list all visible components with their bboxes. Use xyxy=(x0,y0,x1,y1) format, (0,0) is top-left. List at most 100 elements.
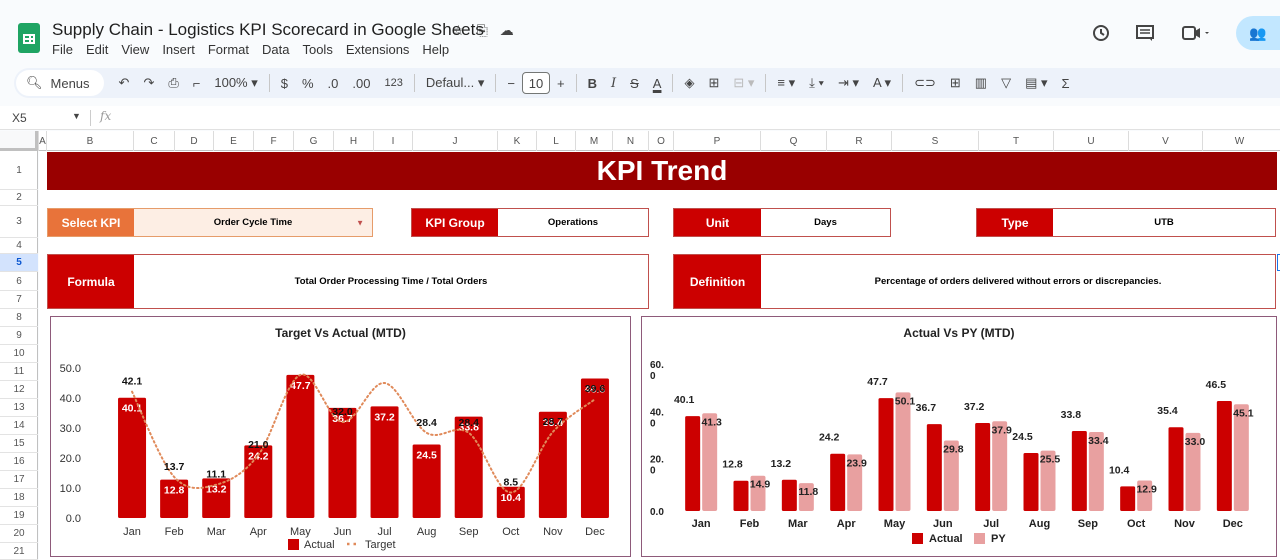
increase-decimal-button[interactable]: .00 xyxy=(352,75,371,91)
column-header-g[interactable]: G xyxy=(293,131,333,151)
column-header-j[interactable]: J xyxy=(412,131,497,151)
row-header-7[interactable]: 7 xyxy=(0,291,38,309)
comments-icon[interactable] xyxy=(1134,23,1156,48)
column-header-r[interactable]: R xyxy=(826,131,891,151)
row-header-5[interactable]: 5 xyxy=(0,254,38,272)
name-box[interactable]: X5 xyxy=(12,111,27,125)
target-line[interactable] xyxy=(131,373,596,494)
column-header-b[interactable]: B xyxy=(46,131,133,151)
print-icon[interactable]: ⎙ xyxy=(168,75,179,90)
row-header-14[interactable]: 14 xyxy=(0,417,38,435)
column-header-v[interactable]: V xyxy=(1128,131,1202,151)
filter-icon[interactable]: ▽ xyxy=(1001,75,1012,90)
actual-bar[interactable] xyxy=(538,411,567,518)
menu-tools[interactable]: Tools xyxy=(302,42,333,57)
text-rotation-icon[interactable]: A ▾ xyxy=(872,75,892,90)
column-header-d[interactable]: D xyxy=(174,131,213,151)
decrease-font-size-button[interactable]: − xyxy=(507,75,515,91)
actual-bar[interactable] xyxy=(244,445,273,518)
bold-button[interactable]: B xyxy=(587,75,597,91)
py-bar[interactable] xyxy=(1088,431,1104,511)
row-header-21[interactable]: 21 xyxy=(0,543,38,560)
percent-format-button[interactable]: % xyxy=(301,75,314,91)
column-header-u[interactable]: U xyxy=(1053,131,1128,151)
column-header-m[interactable]: M xyxy=(575,131,612,151)
row-header-12[interactable]: 12 xyxy=(0,381,38,399)
document-title[interactable]: Supply Chain - Logistics KPI Scorecard i… xyxy=(52,20,484,39)
selected-cell-x5[interactable] xyxy=(1277,254,1280,271)
row-header-3[interactable]: 3 xyxy=(0,206,38,238)
row-header-1[interactable]: 1 xyxy=(0,151,38,190)
column-header-o[interactable]: O xyxy=(648,131,673,151)
actual-bar[interactable] xyxy=(830,453,846,511)
row-header-4[interactable]: 4 xyxy=(0,238,38,254)
row-header-11[interactable]: 11 xyxy=(0,363,38,381)
italic-button[interactable]: I xyxy=(610,75,617,91)
py-bar[interactable] xyxy=(895,392,911,511)
menu-extensions[interactable]: Extensions xyxy=(345,42,410,57)
column-header-a[interactable]: A xyxy=(38,131,46,151)
row-header-15[interactable]: 15 xyxy=(0,435,38,453)
column-header-t[interactable]: T xyxy=(978,131,1053,151)
actual-bar[interactable] xyxy=(328,407,357,518)
select-kpi-dropdown[interactable]: Order Cycle Time ▼ xyxy=(134,209,372,236)
currency-format-button[interactable]: $ xyxy=(280,75,288,91)
menu-insert[interactable]: Insert xyxy=(162,42,195,57)
column-header-n[interactable]: N xyxy=(612,131,648,151)
text-color-icon[interactable]: A xyxy=(652,75,662,91)
actual-bar[interactable] xyxy=(1216,400,1232,511)
decrease-decimal-button[interactable]: .0 xyxy=(327,75,339,91)
borders-icon[interactable]: ⊞ xyxy=(708,75,720,90)
sheet-grid[interactable]: KPI Trend Select KPI Order Cycle Time ▼ … xyxy=(39,151,1280,560)
font-size-input[interactable]: 10 xyxy=(521,72,550,94)
actual-bar[interactable] xyxy=(1168,427,1184,511)
column-header-c[interactable]: C xyxy=(133,131,174,151)
row-header-9[interactable]: 9 xyxy=(0,327,38,345)
select-all-corner[interactable] xyxy=(0,131,38,151)
chevron-down-icon[interactable]: ▼ xyxy=(72,111,81,121)
actual-bar[interactable] xyxy=(975,422,991,511)
insert-chart-icon[interactable]: ▥ xyxy=(974,75,988,90)
version-history-icon[interactable] xyxy=(1090,23,1112,48)
row-header-19[interactable]: 19 xyxy=(0,507,38,525)
column-header-w[interactable]: W xyxy=(1202,131,1276,151)
functions-button[interactable]: Σ xyxy=(1061,75,1070,91)
actual-bar[interactable] xyxy=(781,479,797,511)
actual-bar[interactable] xyxy=(370,406,399,518)
row-header-2[interactable]: 2 xyxy=(0,190,38,206)
increase-font-size-button[interactable]: + xyxy=(556,75,565,91)
share-button[interactable]: 👥 xyxy=(1236,16,1280,50)
cloud-saved-icon[interactable]: ☁ xyxy=(499,22,514,38)
row-header-20[interactable]: 20 xyxy=(0,525,38,543)
py-bar[interactable] xyxy=(943,440,959,511)
row-header-16[interactable]: 16 xyxy=(0,453,38,471)
star-icon[interactable]: ☆ xyxy=(452,22,465,38)
py-bar[interactable] xyxy=(1185,432,1201,511)
row-header-8[interactable]: 8 xyxy=(0,309,38,327)
py-bar[interactable] xyxy=(1040,450,1056,511)
column-header-q[interactable]: Q xyxy=(760,131,826,151)
row-header-17[interactable]: 17 xyxy=(0,471,38,489)
meet-icon[interactable] xyxy=(1178,23,1214,48)
py-bar[interactable] xyxy=(798,483,814,511)
vertical-align-icon[interactable]: ⤓ ▾ xyxy=(809,75,824,90)
column-header-p[interactable]: P xyxy=(673,131,760,151)
menu-help[interactable]: Help xyxy=(422,42,450,57)
actual-bar[interactable] xyxy=(118,397,147,518)
menu-edit[interactable]: Edit xyxy=(85,42,109,57)
actual-bar[interactable] xyxy=(202,478,231,518)
py-bar[interactable] xyxy=(847,454,863,511)
more-formats-button[interactable]: 123 xyxy=(384,77,403,89)
py-bar[interactable] xyxy=(1137,480,1153,511)
actual-bar[interactable] xyxy=(580,378,609,519)
menu-file[interactable]: File xyxy=(52,42,73,57)
horizontal-align-icon[interactable]: ≡ ▾ xyxy=(777,75,796,90)
actual-bar[interactable] xyxy=(685,416,701,511)
column-header-i[interactable]: I xyxy=(373,131,412,151)
insert-link-icon[interactable]: ⊂⊃ xyxy=(914,75,936,90)
actual-bar[interactable] xyxy=(1023,453,1039,511)
py-bar[interactable] xyxy=(992,421,1008,511)
merge-cells-icon[interactable]: ⊟ ▾ xyxy=(733,75,755,90)
row-header-10[interactable]: 10 xyxy=(0,345,38,363)
font-select[interactable]: Defaul... ▾ xyxy=(425,75,485,90)
